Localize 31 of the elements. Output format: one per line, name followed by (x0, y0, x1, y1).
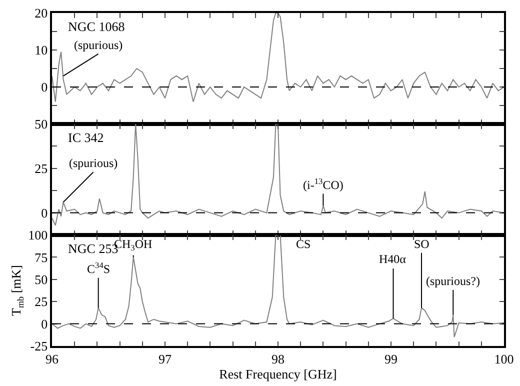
y-tick-label: 0 (41, 316, 48, 332)
y-tick-label: 50 (34, 116, 48, 132)
y-tick-label: 10 (34, 42, 48, 58)
annotation: (spurious) (69, 156, 118, 170)
annotation: C$^{34}$S (87, 261, 110, 276)
y-tick-label: 75 (34, 250, 48, 265)
x-tick-label: 96 (46, 351, 59, 366)
annotation: CS (296, 237, 311, 251)
y-tick-label: 20 (34, 6, 48, 21)
annotation: H40α (379, 252, 407, 266)
x-tick-label: 100 (494, 351, 514, 366)
y-tick-label: 100 (28, 228, 48, 243)
line-series (52, 13, 504, 102)
line-series (52, 235, 504, 338)
x-tick-label: 98 (272, 351, 284, 366)
x-tick-label: 97 (158, 351, 172, 366)
annotation: (i-$^{13}$CO) (303, 177, 344, 192)
annotation: (spurious) (74, 38, 123, 52)
y-tick-label: 25 (34, 294, 48, 310)
chart-title: IC 342 (68, 130, 104, 145)
annotation: (spurious?) (426, 274, 480, 288)
y-tick-label: 25 (34, 160, 48, 176)
line-series (52, 124, 504, 226)
text: NGC 1068 (68, 19, 125, 34)
y-tick-label: -25 (30, 338, 48, 354)
y-tick-label: 0 (41, 205, 48, 220)
annotation: SO (414, 237, 430, 251)
x-axis-title: Rest Frequency [GHz] (219, 366, 337, 382)
y-tick-label: 50 (34, 272, 48, 287)
y-tick-label: 0 (41, 80, 48, 95)
x-tick-label: 99 (384, 351, 398, 366)
